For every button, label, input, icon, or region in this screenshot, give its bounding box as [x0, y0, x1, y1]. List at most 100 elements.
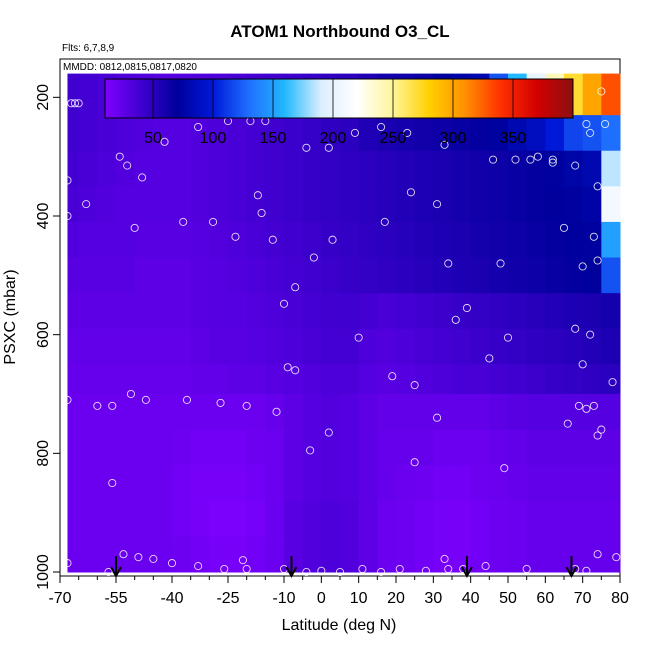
sample-point: [302, 567, 311, 577]
sample-point: [421, 566, 430, 575]
heatmap-cell: [377, 465, 397, 502]
x-tick-label: 70: [574, 590, 592, 607]
heatmap-cell: [452, 429, 472, 466]
sample-point: [593, 431, 602, 440]
heatmap-cell: [321, 465, 341, 502]
heatmap-cell: [358, 465, 378, 502]
heatmap-cell: [172, 364, 192, 395]
heatmap-cell: [153, 536, 173, 573]
heatmap-cell: [228, 394, 248, 431]
heatmap-cell: [601, 221, 621, 259]
heatmap-cell: [489, 150, 509, 187]
heatmap-cell: [97, 500, 117, 537]
sample-point: [328, 235, 337, 244]
heatmap-cell: [582, 73, 602, 116]
heatmap-cell: [190, 293, 210, 330]
heatmap-cell: [358, 429, 378, 466]
sample-point: [444, 259, 453, 268]
heatmap-cell: [340, 364, 360, 395]
heatmap-cell: [582, 465, 602, 502]
heatmap-cell: [67, 115, 80, 152]
heatmap-cell: [246, 364, 266, 395]
heatmap-cell: [78, 328, 98, 365]
heatmap-cell: [321, 186, 341, 223]
heatmap-cell: [265, 394, 285, 431]
heatmap-cell: [545, 257, 565, 294]
heatmap-cell: [452, 328, 472, 365]
sample-point: [179, 217, 188, 226]
heatmap-cell: [340, 257, 360, 294]
heatmap-cell: [209, 429, 229, 466]
heatmap-cell: [508, 536, 528, 573]
heatmap-cell: [97, 186, 117, 223]
heatmap-cell: [582, 257, 602, 294]
heatmap-cell: [209, 221, 229, 259]
heatmap-cell: [246, 465, 266, 502]
sample-point: [317, 566, 326, 575]
latitude-arrow-head: [285, 566, 298, 579]
heatmap-cell: [134, 536, 154, 573]
heatmap-cell: [414, 221, 434, 259]
sample-point: [350, 128, 359, 137]
heatmap-cell: [209, 293, 229, 330]
sample-point: [283, 363, 292, 372]
heatmap-cell: [134, 186, 154, 223]
heatmap-cell: [508, 394, 528, 431]
heatmap-cell: [340, 186, 360, 223]
heatmap-cell: [396, 186, 416, 223]
sample-point: [388, 372, 397, 381]
heatmap-cell: [134, 328, 154, 365]
heatmap-cell: [340, 115, 360, 152]
x-tick-label: -55: [104, 590, 127, 607]
sample-point: [601, 119, 610, 129]
colorbar-tick-label: 250: [380, 130, 407, 147]
sample-point: [597, 87, 606, 96]
heatmap-cell: [396, 221, 416, 259]
heatmap-cell: [97, 257, 117, 294]
heatmap-cell: [470, 536, 490, 573]
heatmap-cell: [321, 536, 341, 573]
sample-point: [440, 140, 449, 149]
heatmap-cell: [564, 429, 584, 466]
heatmap-cell: [564, 115, 584, 152]
heatmap-cell: [228, 429, 248, 466]
colorbar-gradient: [104, 78, 574, 119]
heatmap-cell: [190, 257, 210, 294]
heatmap-cell: [321, 328, 341, 365]
heatmap-cell: [452, 186, 472, 223]
heatmap-cell: [433, 364, 453, 395]
heatmap-cell: [377, 364, 397, 395]
heatmap-cell: [302, 394, 322, 431]
heatmap-cell: [452, 394, 472, 431]
heatmap-cell: [564, 364, 584, 395]
sample-point: [462, 303, 471, 313]
heatmap-cell: [302, 257, 322, 294]
heatmap-cell: [340, 536, 360, 573]
heatmap-cell: [172, 150, 192, 187]
heatmap-cell: [433, 328, 453, 365]
x-tick-label: -70: [48, 590, 71, 607]
sample-point: [268, 235, 277, 244]
y-tick-label: 800: [35, 440, 52, 467]
heatmap-cell: [470, 364, 490, 395]
sample-point: [511, 155, 520, 164]
heatmap-cell: [284, 500, 304, 537]
heatmap-cell: [265, 257, 285, 294]
heatmap-cell: [582, 150, 602, 187]
heatmap-cell: [414, 115, 434, 152]
heatmap-cell: [340, 465, 360, 502]
heatmap-cell: [246, 257, 266, 294]
heatmap-cell: [601, 500, 621, 537]
sample-point: [108, 478, 117, 488]
sample-point: [231, 232, 240, 241]
heatmap-cell: [526, 394, 546, 431]
sample-point: [503, 333, 513, 342]
heatmap-cell: [396, 150, 416, 187]
sample-point: [433, 413, 442, 422]
sample-point: [104, 567, 113, 577]
heatmap-cell: [246, 536, 266, 573]
heatmap-cell: [377, 293, 397, 330]
heatmap-cell: [582, 536, 602, 573]
heatmap-cell: [526, 221, 546, 259]
heatmap-cell: [545, 293, 565, 330]
